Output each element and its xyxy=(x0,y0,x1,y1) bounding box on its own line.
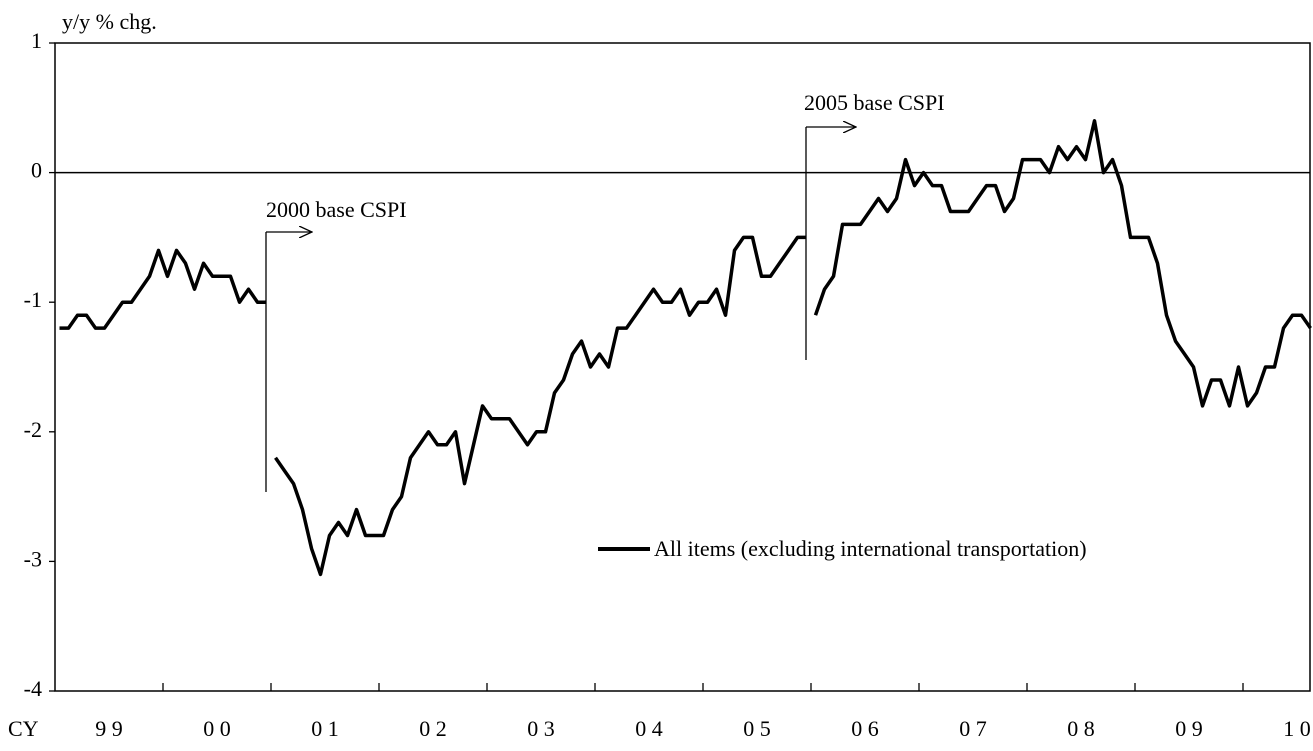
x-tick-label: 0 0 xyxy=(203,716,231,741)
y-tick-label: 0 xyxy=(31,158,42,183)
annotation: 2005 base CSPI xyxy=(804,90,945,115)
y-axis-label: y/y % chg. xyxy=(62,9,157,34)
series-line xyxy=(813,119,1312,408)
x-tick-label: 0 4 xyxy=(635,716,663,741)
series-line xyxy=(59,248,267,330)
legend-label: All items (excluding international trans… xyxy=(654,536,1087,561)
x-tick-label: 0 3 xyxy=(527,716,555,741)
x-tick-label: 9 9 xyxy=(95,716,123,741)
y-tick-label: -1 xyxy=(24,287,42,312)
plot-frame xyxy=(54,42,1311,692)
y-tick-label: -4 xyxy=(24,676,42,701)
x-tick-label: 0 5 xyxy=(743,716,771,741)
y-tick-label: -3 xyxy=(24,546,42,571)
x-tick-label: 0 7 xyxy=(959,716,987,741)
annotation: 2000 base CSPI xyxy=(266,197,407,222)
x-tick-label: 0 9 xyxy=(1175,716,1203,741)
y-tick-label: -2 xyxy=(24,417,42,442)
x-axis-label: CY xyxy=(8,716,39,741)
x-tick-label: 0 2 xyxy=(419,716,447,741)
x-tick-label: 0 1 xyxy=(311,716,339,741)
y-tick-label: 1 xyxy=(31,28,42,53)
x-tick-label: 0 6 xyxy=(851,716,879,741)
x-tick-label: 1 0 xyxy=(1283,716,1311,741)
x-tick-label: 0 8 xyxy=(1067,716,1095,741)
series-line xyxy=(274,235,807,577)
